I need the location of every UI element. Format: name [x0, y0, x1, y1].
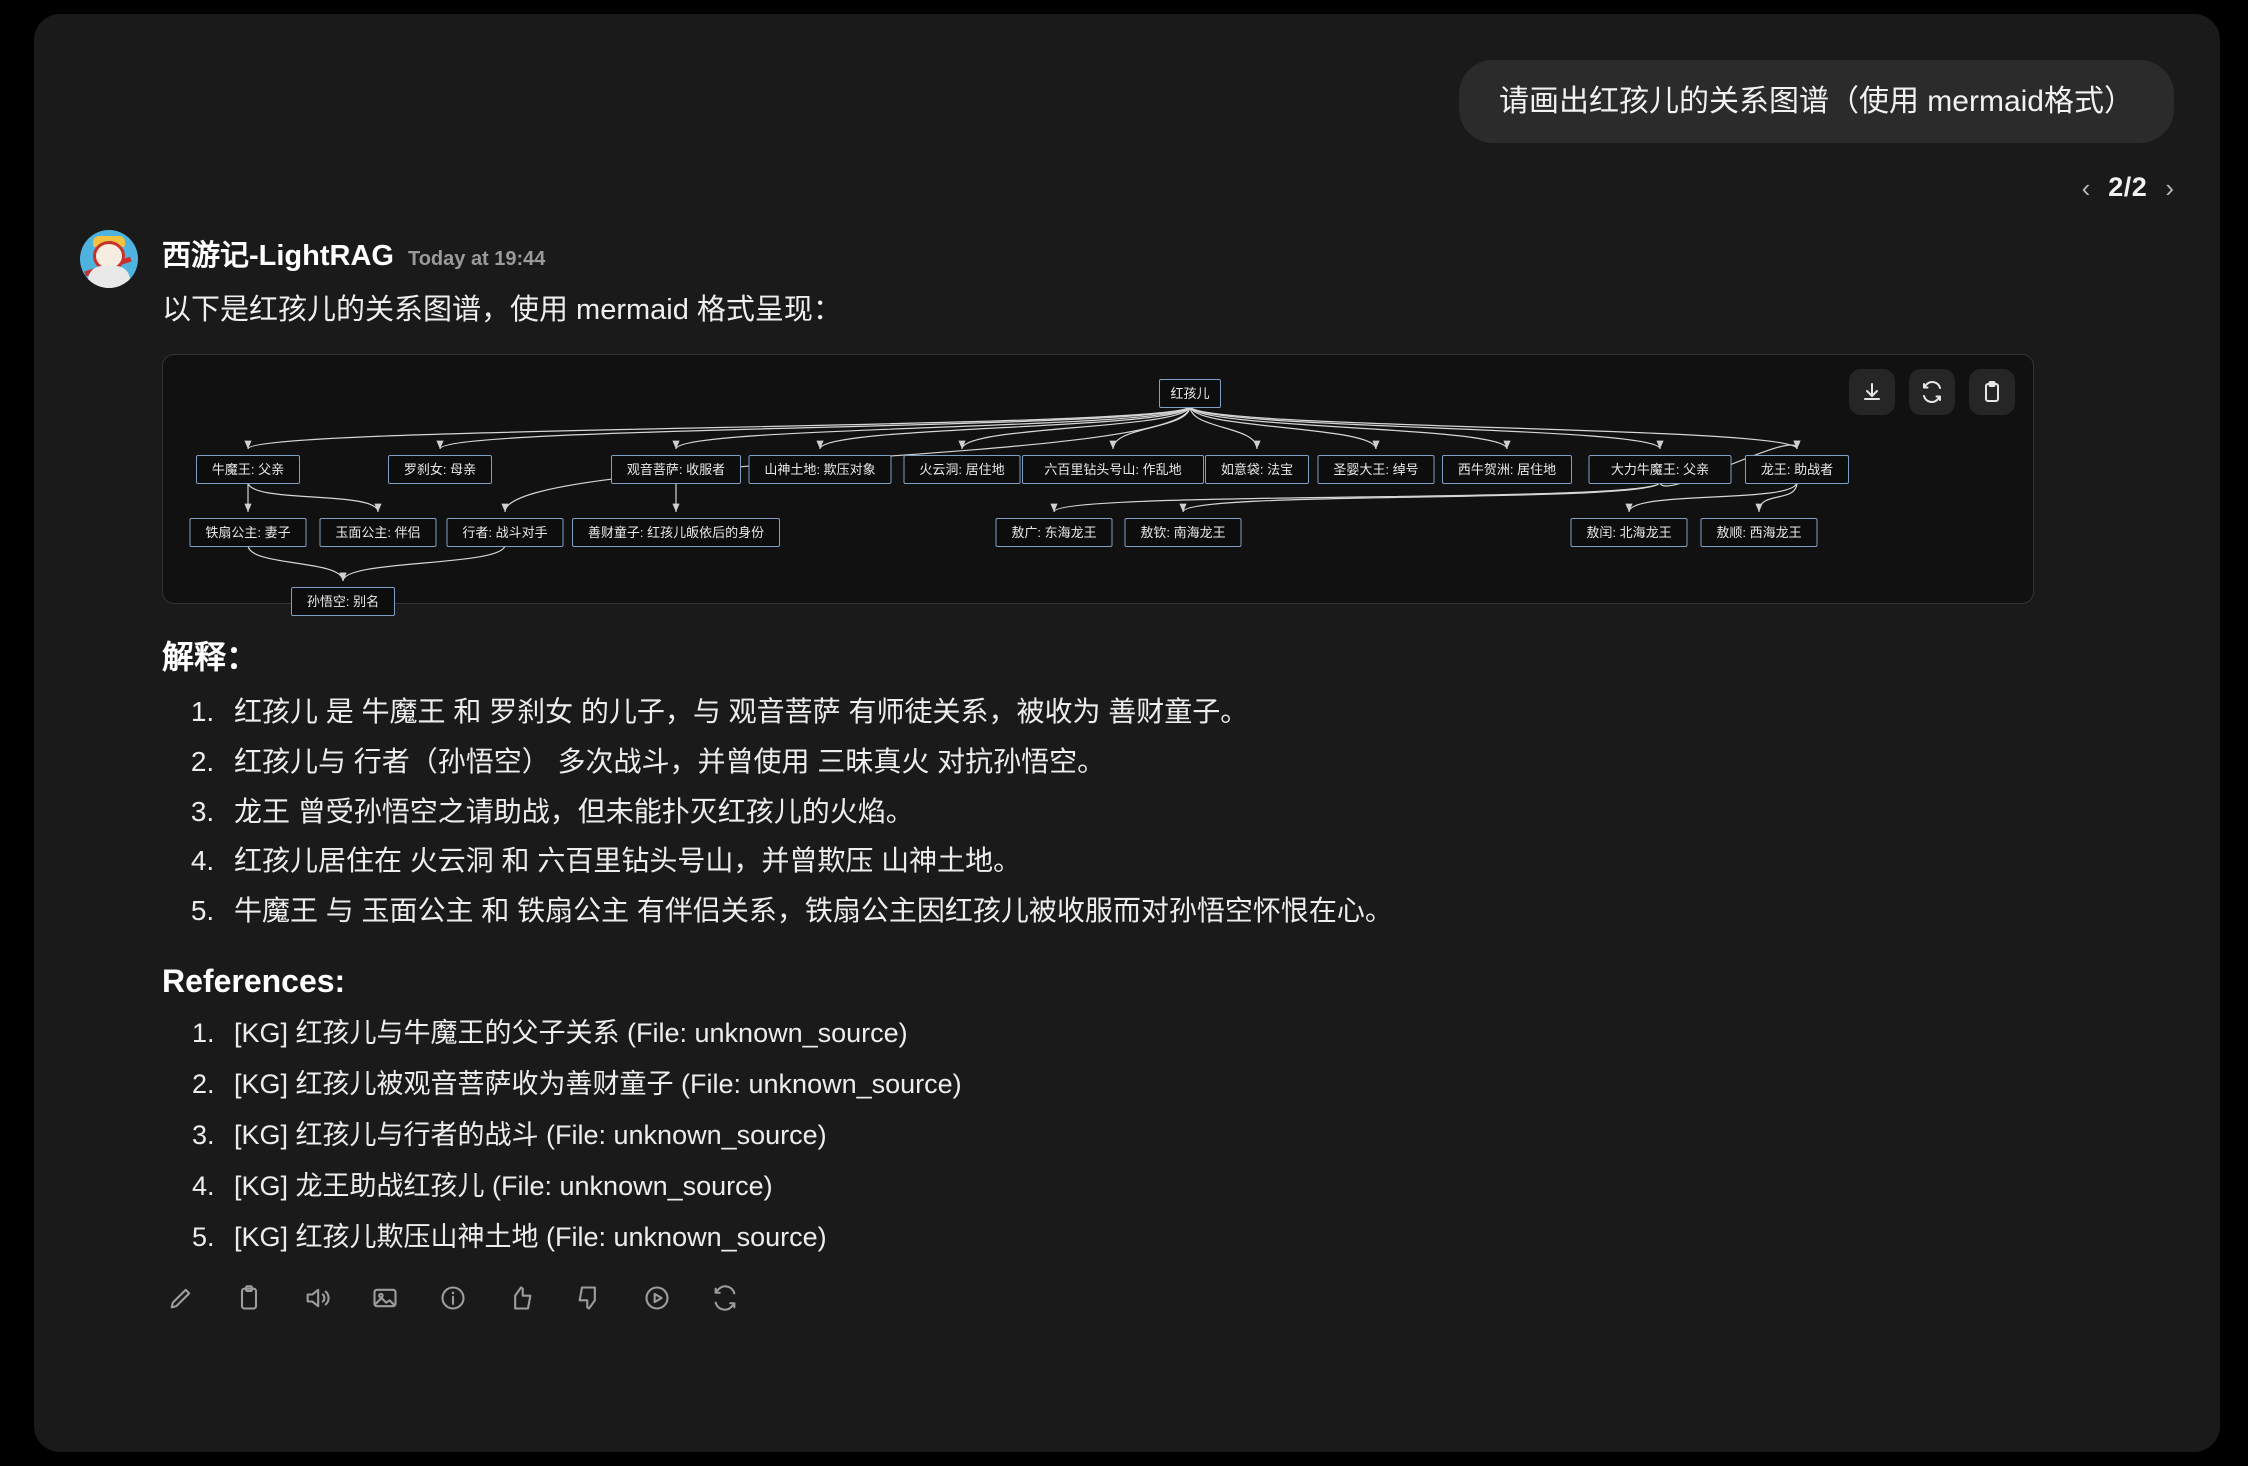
assistant-header: 西游记-LightRAG Today at 19:44 以下是红孩儿的关系图谱，… [80, 230, 2174, 328]
diagram-toolbar [1849, 369, 2015, 415]
graph-node[interactable]: 行者: 战斗对手 [446, 518, 564, 547]
explanation-list: 红孩儿 是 牛魔王 和 罗刹女 的儿子，与 观音菩萨 有师徒关系，被收为 善财童… [222, 692, 2174, 931]
graph-edge [1189, 405, 1261, 450]
graph-node[interactable]: 六百里钻头号山: 作乱地 [1022, 455, 1204, 484]
assistant-intro-text: 以下是红孩儿的关系图谱，使用 mermaid 格式呈现： [162, 294, 842, 326]
assistant-name: 西游记-LightRAG [162, 240, 394, 272]
explanation-item: 牛魔王 与 玉面公主 和 铁扇公主 有伴侣关系，铁扇公主因红孩儿被收服而对孙悟空… [222, 891, 2174, 931]
graph-node[interactable]: 玉面公主: 伴侣 [319, 518, 437, 547]
graph-node[interactable]: 山神土地: 欺压对象 [748, 455, 892, 484]
graph-node[interactable]: 火云洞: 居住地 [903, 455, 1021, 484]
thumbs-up-icon[interactable] [506, 1283, 536, 1313]
graph-node[interactable]: 敖广: 东海龙王 [995, 518, 1113, 547]
avatar-body [88, 266, 130, 288]
reference-item: [KG] 红孩儿与牛魔王的父子关系 (File: unknown_source) [222, 1014, 2174, 1053]
clipboard-icon[interactable] [1969, 369, 2015, 415]
edit-icon[interactable] [166, 1283, 196, 1313]
graph-edge [436, 405, 1191, 450]
explanation-item: 红孩儿 是 牛魔王 和 罗刹女 的儿子，与 观音菩萨 有师徒关系，被收为 善财童… [222, 692, 2174, 732]
reference-item: [KG] 红孩儿欺压山神土地 (File: unknown_source) [222, 1218, 2174, 1257]
explanation-item: 红孩儿与 行者（孙悟空） 多次战斗，并曾使用 三昧真火 对抗孙悟空。 [222, 742, 2174, 782]
graph-edge [339, 544, 506, 582]
thumbs-down-icon[interactable] [574, 1283, 604, 1313]
graph-node[interactable]: 善财童子: 红孩儿皈依后的身份 [572, 518, 780, 547]
graph-node[interactable]: 龙王: 助战者 [1745, 455, 1849, 484]
explanation-item: 红孩儿居住在 火云洞 和 六百里钻头号山，并曾欺压 山神土地。 [222, 841, 2174, 881]
message-action-bar [166, 1283, 2174, 1313]
assistant-message: 西游记-LightRAG Today at 19:44 以下是红孩儿的关系图谱，… [80, 230, 2174, 1313]
mermaid-diagram-container: 红孩儿牛魔王: 父亲 罗刹女: 母亲 观音菩萨: 收服者 山神土地: 欺压对象 火云洞:… [162, 354, 2034, 616]
relationship-graph[interactable]: 红孩儿牛魔王: 父亲 罗刹女: 母亲 观音菩萨: 收服者 山神土地: 欺压对象 火云洞:… [163, 355, 2033, 616]
graph-node[interactable]: 圣婴大王: 绰号 [1317, 455, 1435, 484]
graph-edge [1189, 405, 1380, 450]
graph-node[interactable]: 铁扇公主: 妻子 [189, 518, 307, 547]
graph-edge [1189, 405, 1801, 450]
graph-edge [244, 405, 1191, 450]
graph-edge [672, 405, 1191, 450]
explanation-item: 龙王 曾受孙悟空之请助战，但未能扑灭红孩儿的火焰。 [222, 792, 2174, 832]
graph-node[interactable]: 牛魔王: 父亲 [196, 455, 300, 484]
pagination-next-icon[interactable]: › [2165, 172, 2174, 203]
user-message-row: 请画出红孩儿的关系图谱（使用 mermaid格式） [1458, 60, 2174, 143]
graph-node[interactable]: 如意袋: 法宝 [1205, 455, 1309, 484]
play-icon[interactable] [642, 1283, 672, 1313]
graph-edge [1189, 405, 1511, 450]
graph-node[interactable]: 孙悟空: 别名 [291, 587, 395, 616]
graph-node[interactable]: 敖闰: 北海龙王 [1570, 518, 1688, 547]
explanation-title: 解释： [162, 639, 259, 675]
graph-edge [1625, 481, 1798, 513]
monkey-king-avatar [80, 230, 138, 288]
info-icon[interactable] [438, 1283, 468, 1313]
graph-node[interactable]: 红孩儿 [1159, 379, 1221, 408]
graph-node[interactable]: 观音菩萨: 收服者 [611, 455, 741, 484]
download-icon[interactable] [1849, 369, 1895, 415]
refresh-icon[interactable] [1909, 369, 1955, 415]
graph-edge [247, 481, 382, 513]
graph-edge [958, 405, 1191, 450]
speaker-icon[interactable] [302, 1283, 332, 1313]
pagination-count: 2/2 [2108, 172, 2148, 202]
graph-edge [1189, 405, 1664, 450]
graph-node[interactable]: 敖钦: 南海龙王 [1124, 518, 1242, 547]
graph-edge [1050, 481, 1661, 513]
graph-node[interactable]: 大力牛魔王: 父亲 [1588, 455, 1732, 484]
graph-edges [244, 405, 1801, 582]
graph-node[interactable]: 罗刹女: 母亲 [388, 455, 492, 484]
refresh-icon[interactable] [710, 1283, 740, 1313]
references-list: [KG] 红孩儿与牛魔王的父子关系 (File: unknown_source)… [222, 1014, 2174, 1258]
message-timestamp: Today at 19:44 [407, 248, 546, 270]
graph-edge [816, 405, 1191, 450]
reference-item: [KG] 龙王助战红孩儿 (File: unknown_source) [222, 1167, 2174, 1206]
pagination-prev-icon[interactable]: ‹ [2081, 172, 2091, 203]
user-message-bubble: 请画出红孩儿的关系图谱（使用 mermaid格式） [1458, 60, 2174, 143]
reference-item: [KG] 红孩儿与行者的战斗 (File: unknown_source) [222, 1116, 2174, 1155]
references-title: References: [162, 962, 346, 999]
graph-edge [247, 544, 347, 582]
message-pagination: ‹ 2/2 › [2082, 172, 2174, 203]
chat-panel: 请画出红孩儿的关系图谱（使用 mermaid格式） ‹ 2/2 › 西游记-Li… [34, 14, 2220, 1452]
graph-node[interactable]: 敖顺: 西海龙王 [1700, 518, 1818, 547]
image-icon[interactable] [370, 1283, 400, 1313]
graph-edge [1755, 481, 1798, 513]
reference-item: [KG] 红孩儿被观音菩萨收为善财童子 (File: unknown_sourc… [222, 1065, 2174, 1104]
graph-edge [1179, 481, 1661, 513]
graph-node[interactable]: 西牛贺洲: 居住地 [1442, 455, 1572, 484]
clipboard-icon[interactable] [234, 1283, 264, 1313]
